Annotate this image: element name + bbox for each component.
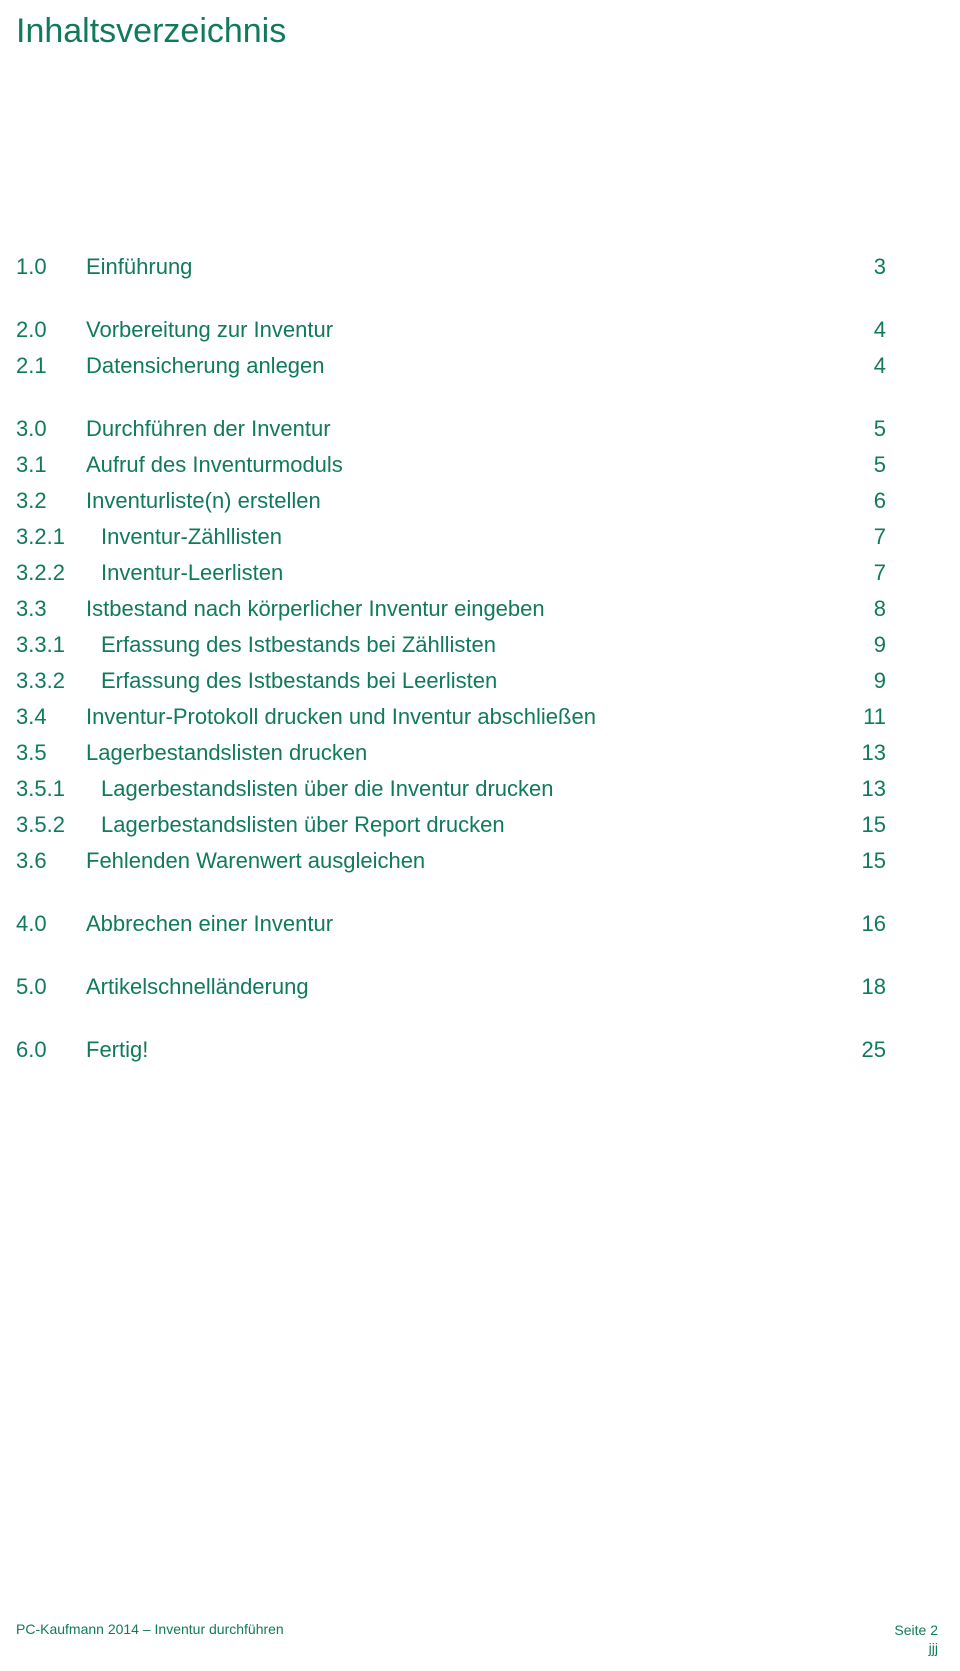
toc-entry-title: Lagerbestandslisten über Report drucken (101, 808, 846, 841)
toc-entry-number: 3.5.2 (16, 808, 101, 841)
toc-entry[interactable]: 3.3.2Erfassung des Istbestands bei Leerl… (16, 664, 886, 697)
toc-entry[interactable]: 2.1Datensicherung anlegen4 (16, 349, 886, 382)
toc-entry[interactable]: 3.1Aufruf des Inventurmoduls5 (16, 448, 886, 481)
toc-group: 4.0Abbrechen einer Inventur16 (16, 907, 886, 940)
toc-entry-page: 5 (846, 412, 886, 445)
toc-entry[interactable]: 3.2.1Inventur-Zähllisten7 (16, 520, 886, 553)
toc-entry-page: 13 (846, 736, 886, 769)
toc-entry-page: 11 (846, 700, 886, 733)
toc-entry-title: Aufruf des Inventurmoduls (86, 448, 846, 481)
footer-doc-title: PC-Kaufmann 2014 – Inventur durchführen (16, 1621, 284, 1657)
toc-entry[interactable]: 6.0Fertig!25 (16, 1033, 886, 1066)
toc-entry-page: 15 (846, 808, 886, 841)
toc-entry-number: 2.0 (16, 313, 86, 346)
toc-entry-title: Datensicherung anlegen (86, 349, 846, 382)
toc-entry-title: Vorbereitung zur Inventur (86, 313, 846, 346)
toc-entry[interactable]: 5.0Artikelschnelländerung18 (16, 970, 886, 1003)
toc-entry-title: Fehlenden Warenwert ausgleichen (86, 844, 846, 877)
toc-entry-page: 6 (846, 484, 886, 517)
page-title: Inhaltsverzeichnis (16, 12, 286, 51)
toc-group: 1.0Einführung3 (16, 250, 886, 283)
toc-entry-title: Erfassung des Istbestands bei Leerlisten (101, 664, 846, 697)
toc-entry-page: 3 (846, 250, 886, 283)
toc-entry-title: Lagerbestandslisten über die Inventur dr… (101, 772, 846, 805)
toc-entry-title: Artikelschnelländerung (86, 970, 846, 1003)
toc-group: 5.0Artikelschnelländerung18 (16, 970, 886, 1003)
toc-entry-page: 13 (846, 772, 886, 805)
toc-entry-page: 7 (846, 520, 886, 553)
toc-entry-number: 3.0 (16, 412, 86, 445)
toc-entry-number: 3.5 (16, 736, 86, 769)
toc-entry-page: 5 (846, 448, 886, 481)
toc-entry-page: 9 (846, 628, 886, 661)
toc-entry-title: Inventurliste(n) erstellen (86, 484, 846, 517)
toc-entry-number: 3.2.2 (16, 556, 101, 589)
toc-entry[interactable]: 2.0Vorbereitung zur Inventur4 (16, 313, 886, 346)
toc-group: 2.0Vorbereitung zur Inventur42.1Datensic… (16, 313, 886, 382)
toc-entry-number: 3.2 (16, 484, 86, 517)
toc-entry-number: 3.3.1 (16, 628, 101, 661)
toc-entry[interactable]: 1.0Einführung3 (16, 250, 886, 283)
footer-page-number: Seite 2 (894, 1622, 938, 1638)
toc-entry-page: 15 (846, 844, 886, 877)
toc-entry-title: Fertig! (86, 1033, 846, 1066)
toc-entry-page: 4 (846, 349, 886, 382)
toc-entry-title: Abbrechen einer Inventur (86, 907, 846, 940)
toc-entry-title: Durchführen der Inventur (86, 412, 846, 445)
toc-entry[interactable]: 3.2Inventurliste(n) erstellen6 (16, 484, 886, 517)
toc-entry-title: Lagerbestandslisten drucken (86, 736, 846, 769)
toc-entry-number: 3.1 (16, 448, 86, 481)
toc-group: 6.0Fertig!25 (16, 1033, 886, 1066)
toc-entry-page: 18 (846, 970, 886, 1003)
toc-entry[interactable]: 3.6Fehlenden Warenwert ausgleichen15 (16, 844, 886, 877)
toc-entry[interactable]: 4.0Abbrechen einer Inventur16 (16, 907, 886, 940)
toc-entry-page: 4 (846, 313, 886, 346)
toc-entry-number: 3.3.2 (16, 664, 101, 697)
page-footer: PC-Kaufmann 2014 – Inventur durchführen … (16, 1621, 938, 1657)
toc-entry-number: 3.3 (16, 592, 86, 625)
toc-entry-title: Inventur-Leerlisten (101, 556, 846, 589)
toc-group: 3.0Durchführen der Inventur53.1Aufruf de… (16, 412, 886, 877)
toc-entry-title: Einführung (86, 250, 846, 283)
table-of-contents: 1.0Einführung3 2.0Vorbereitung zur Invent… (16, 250, 886, 1096)
toc-entry-title: Inventur-Zähllisten (101, 520, 846, 553)
toc-entry-number: 3.4 (16, 700, 86, 733)
toc-entry[interactable]: 3.5.1Lagerbestandslisten über die Invent… (16, 772, 886, 805)
toc-entry[interactable]: 3.3Istbestand nach körperlicher Inventur… (16, 592, 886, 625)
toc-entry[interactable]: 3.2.2Inventur-Leerlisten7 (16, 556, 886, 589)
toc-entry-number: 5.0 (16, 970, 86, 1003)
toc-entry-page: 16 (846, 907, 886, 940)
toc-entry[interactable]: 3.4Inventur-Protokoll drucken und Invent… (16, 700, 886, 733)
toc-entry-number: 1.0 (16, 250, 86, 283)
toc-entry-page: 7 (846, 556, 886, 589)
toc-entry-number: 2.1 (16, 349, 86, 382)
toc-entry-title: Erfassung des Istbestands bei Zähllisten (101, 628, 846, 661)
toc-entry[interactable]: 3.5.2Lagerbestandslisten über Report dru… (16, 808, 886, 841)
toc-entry[interactable]: 3.0Durchführen der Inventur5 (16, 412, 886, 445)
toc-entry-page: 25 (846, 1033, 886, 1066)
toc-entry-number: 6.0 (16, 1033, 86, 1066)
toc-entry-number: 3.2.1 (16, 520, 101, 553)
toc-entry-page: 8 (846, 592, 886, 625)
toc-entry[interactable]: 3.5Lagerbestandslisten drucken13 (16, 736, 886, 769)
toc-entry-number: 3.5.1 (16, 772, 101, 805)
footer-mark: jjj (929, 1640, 938, 1656)
toc-entry-page: 9 (846, 664, 886, 697)
toc-entry-number: 3.6 (16, 844, 86, 877)
toc-entry[interactable]: 3.3.1Erfassung des Istbestands bei Zähll… (16, 628, 886, 661)
toc-entry-title: Istbestand nach körperlicher Inventur ei… (86, 592, 846, 625)
toc-entry-title: Inventur-Protokoll drucken und Inventur … (86, 700, 846, 733)
toc-entry-number: 4.0 (16, 907, 86, 940)
